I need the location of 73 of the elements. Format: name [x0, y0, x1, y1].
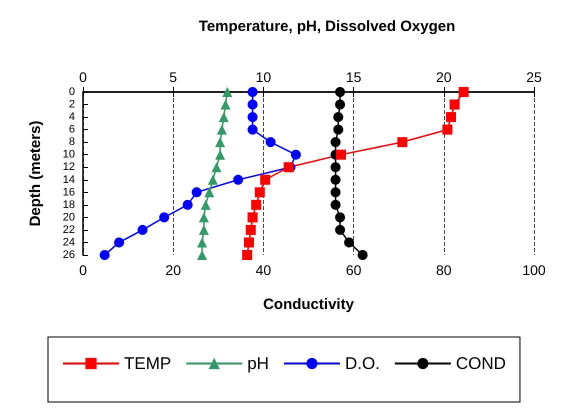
- point: [244, 237, 254, 248]
- x-tick-label: 40: [256, 262, 272, 278]
- point: [211, 162, 222, 172]
- point: [182, 200, 193, 210]
- y-tick-label: 0: [68, 86, 75, 98]
- point: [251, 200, 262, 210]
- x2-tick-label: 15: [346, 69, 362, 85]
- point: [233, 174, 244, 185]
- point: [114, 237, 124, 248]
- point: [248, 100, 258, 110]
- y-tick-label: 4: [68, 111, 75, 124]
- x-tick-label: 0: [79, 262, 88, 278]
- point: [290, 150, 301, 160]
- y-tick-label: 2: [68, 98, 75, 111]
- y-tick-label: 24: [62, 236, 75, 248]
- point: [218, 112, 229, 122]
- point: [266, 137, 276, 148]
- point: [446, 112, 456, 122]
- point: [450, 100, 460, 110]
- point: [248, 124, 258, 135]
- point: [220, 100, 231, 110]
- legend-label: pH: [247, 354, 269, 373]
- x-axis-title: Conductivity: [263, 296, 355, 313]
- x2-tick-label: 25: [526, 69, 542, 85]
- legend-label: TEMP: [124, 354, 172, 373]
- y-tick-label: 14: [62, 174, 75, 186]
- point: [192, 187, 202, 198]
- point: [208, 174, 218, 185]
- y-tick-label: 16: [62, 186, 75, 198]
- point: [138, 224, 148, 235]
- y-tick-label: 6: [68, 124, 75, 136]
- legend-label: D.O.: [344, 354, 380, 373]
- point: [397, 137, 408, 148]
- point: [242, 250, 252, 260]
- y-axis-title: Depth (meters): [27, 120, 44, 226]
- point: [198, 212, 209, 222]
- point: [215, 150, 226, 160]
- point: [222, 87, 232, 97]
- point: [336, 150, 346, 160]
- point: [248, 112, 258, 122]
- legend-label: COND: [456, 354, 506, 373]
- point: [458, 87, 469, 97]
- point: [215, 137, 226, 148]
- point: [198, 224, 209, 235]
- point: [100, 250, 110, 260]
- point: [197, 237, 208, 248]
- x2-tick-label: 5: [169, 69, 178, 85]
- point: [216, 124, 227, 135]
- y-tick-label: 8: [68, 136, 75, 148]
- y-tick-label: 26: [62, 249, 75, 261]
- x2-tick-label: 0: [79, 69, 88, 85]
- point: [248, 212, 258, 222]
- x-tick-label: 60: [346, 262, 362, 278]
- y-tick-label: 20: [62, 211, 75, 224]
- y-tick-label: 22: [62, 224, 75, 236]
- y-tick-label: 18: [62, 198, 75, 211]
- point: [197, 250, 208, 260]
- point: [248, 87, 258, 97]
- point: [246, 224, 256, 235]
- point: [442, 124, 452, 135]
- y-tick-label: 10: [62, 148, 75, 161]
- x2-tick-label: 20: [436, 69, 452, 85]
- x-tick-label: 80: [436, 262, 452, 278]
- point: [204, 187, 214, 198]
- point: [254, 187, 265, 198]
- point: [200, 200, 211, 210]
- x-tick-label: 20: [165, 262, 182, 278]
- chart-title: Temperature, pH, Dissolved Oxygen: [198, 18, 456, 35]
- y-tick-label: 12: [62, 161, 75, 174]
- x-tick-label: 100: [522, 262, 546, 278]
- point: [260, 174, 270, 185]
- point: [159, 212, 170, 222]
- x2-tick-label: 10: [256, 69, 272, 85]
